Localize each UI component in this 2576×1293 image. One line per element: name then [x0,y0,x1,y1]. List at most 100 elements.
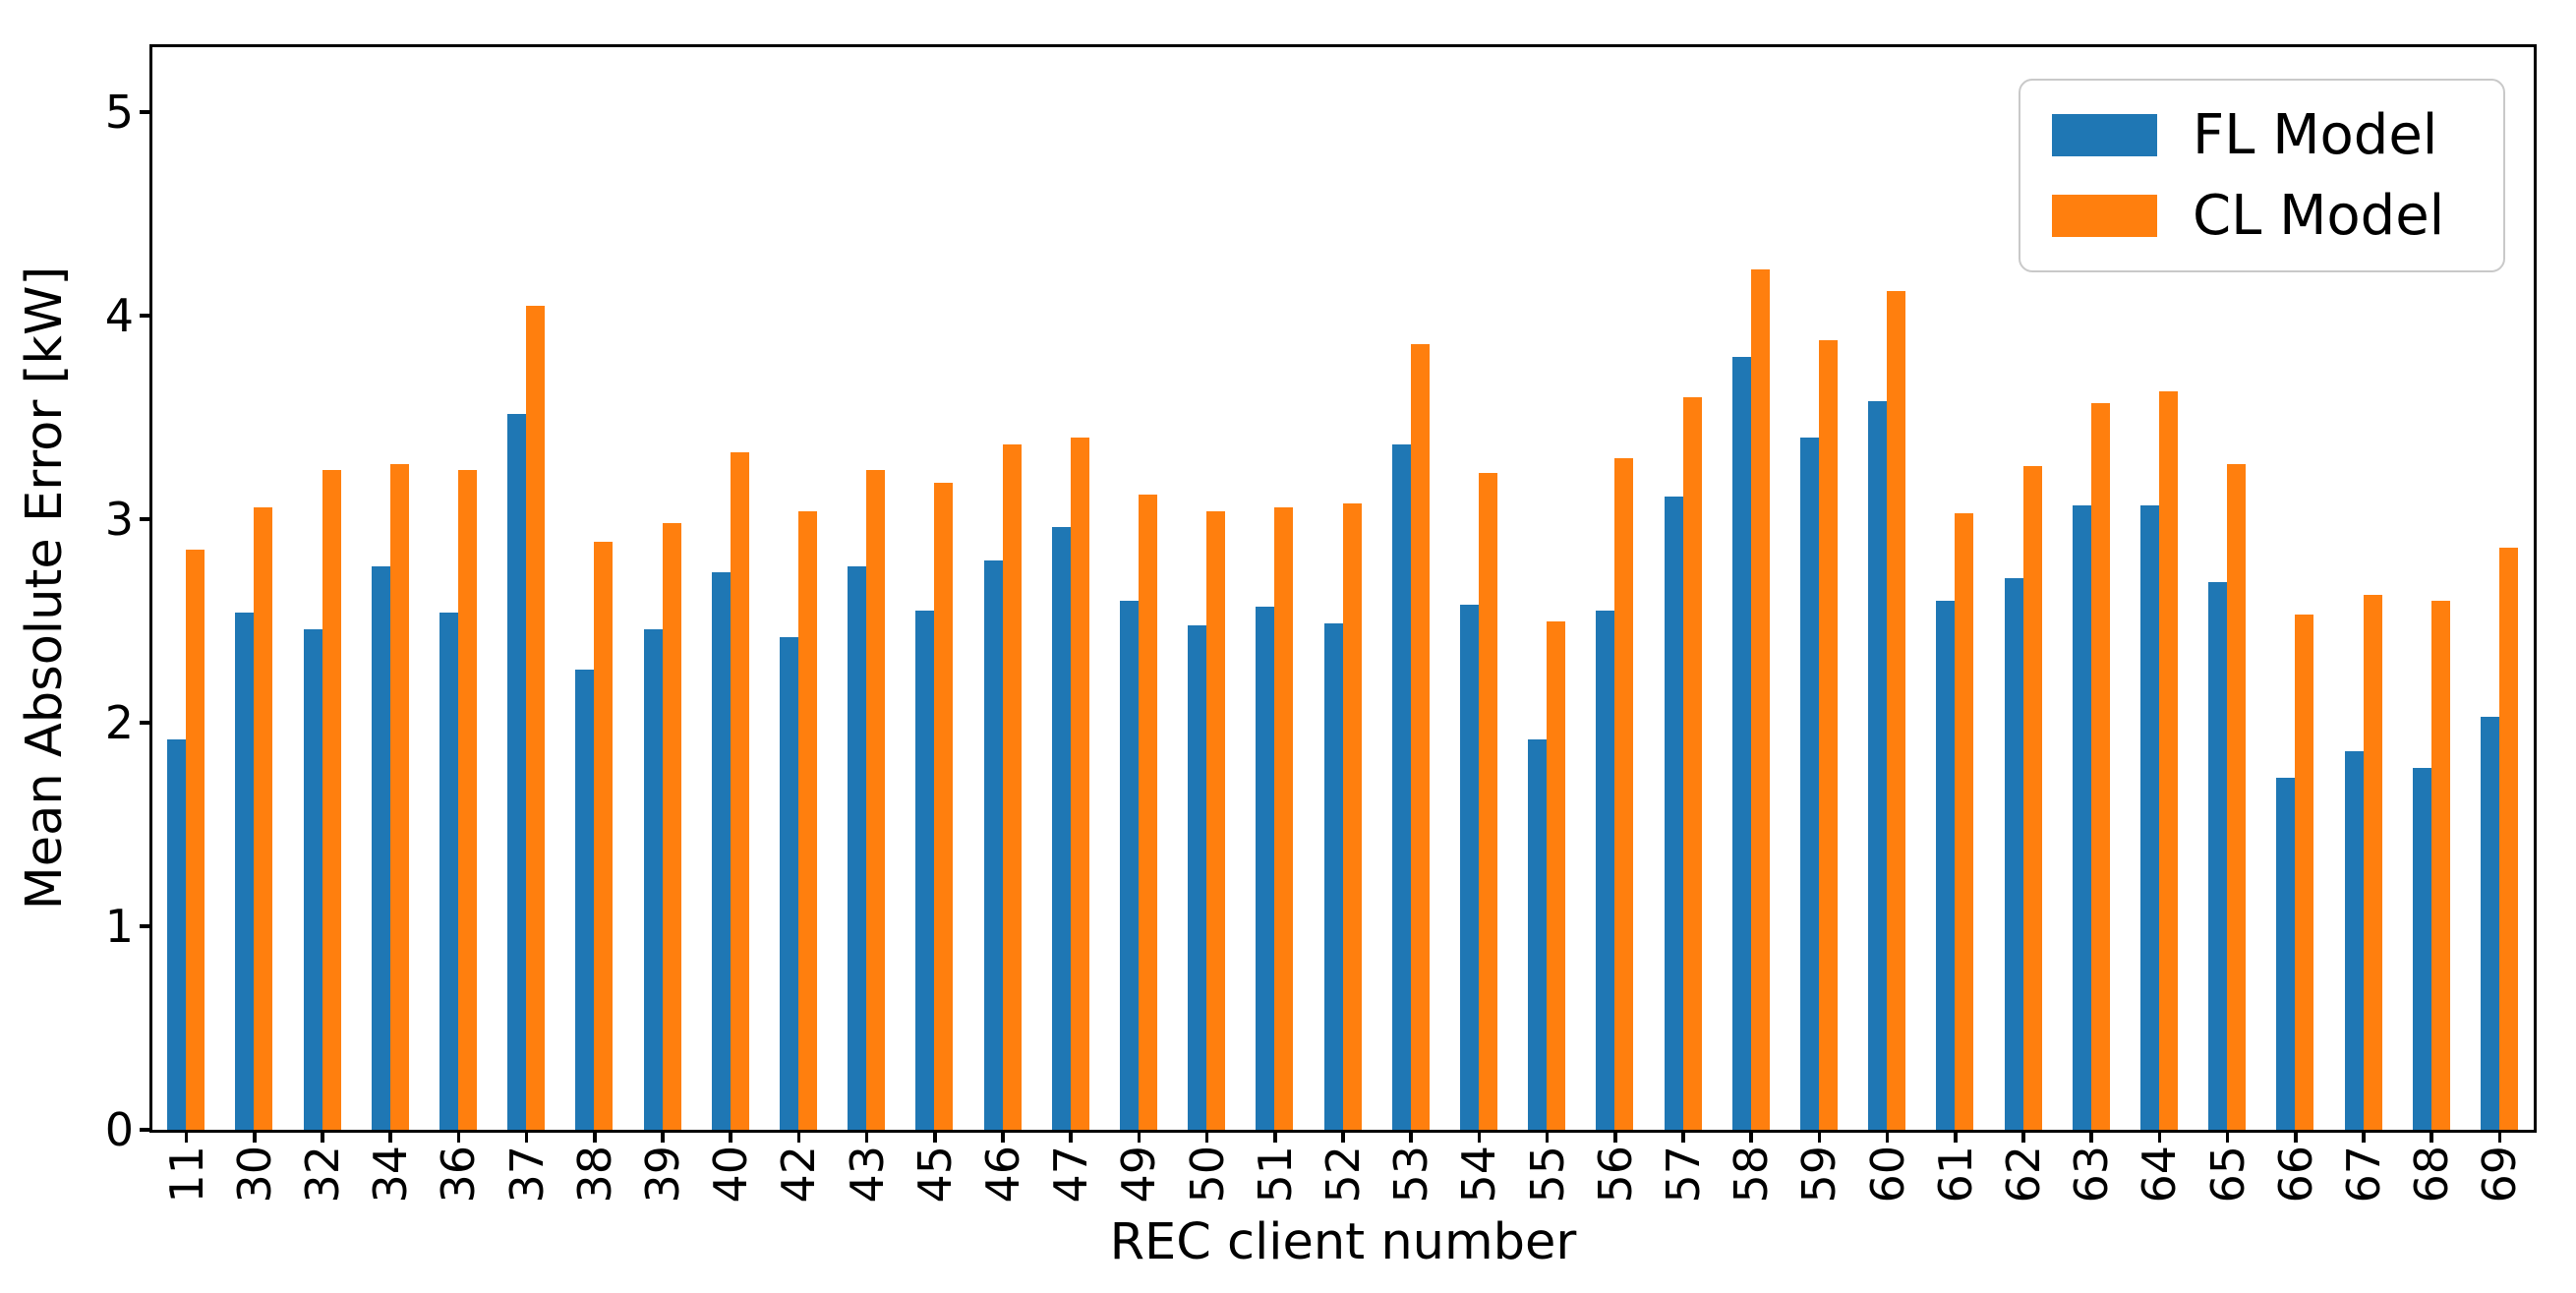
x-tick [1477,1130,1482,1143]
bar-cl-model [797,510,817,1130]
y-tick [140,721,152,725]
bar-cl-model [1955,512,1974,1130]
x-tick-label: 40 [704,1146,758,1204]
x-tick-label: 68 [2405,1146,2459,1204]
x-tick [1001,1130,1005,1143]
bar-fl-model [2139,504,2159,1130]
bar-fl-model [1256,607,1275,1130]
bar-cl-model [457,470,477,1130]
bar-cl-model [2363,594,2382,1130]
bar-fl-model [575,670,595,1130]
bar-fl-model [711,571,731,1130]
bar-cl-model [1274,506,1294,1130]
bar-cl-model [186,550,205,1130]
x-tick [1749,1130,1753,1143]
bar-cl-model [389,464,409,1130]
x-tick [2430,1130,2433,1143]
x-tick-label: 43 [840,1146,894,1204]
x-tick [321,1130,324,1143]
x-tick-label: 47 [1044,1146,1098,1204]
bar-fl-model [1459,605,1479,1130]
x-tick [1885,1130,1890,1143]
x-tick [1545,1130,1550,1143]
y-tick [140,314,152,318]
x-tick-label: 53 [1384,1146,1438,1204]
y-tick-label: 5 [104,86,134,140]
x-tick-label: 61 [1928,1146,1982,1204]
bar-fl-model [2412,767,2431,1130]
x-tick [1409,1130,1413,1143]
bar-fl-model [235,613,255,1130]
x-tick-label: 65 [2200,1146,2254,1204]
x-tick-label: 59 [1792,1146,1846,1204]
x-tick [864,1130,869,1143]
x-tick [2362,1130,2366,1143]
fl-model-swatch [2052,114,2157,156]
y-tick-label: 2 [104,696,134,750]
bar-fl-model [167,738,187,1130]
bar-fl-model [1051,527,1071,1130]
x-tick [1341,1130,1345,1143]
y-tick [140,110,152,114]
bar-cl-model [2295,615,2314,1130]
x-tick-label: 64 [2133,1146,2187,1204]
y-tick-label: 1 [104,900,134,954]
x-tick [729,1130,732,1143]
bar-fl-model [1528,738,1548,1130]
bar-fl-model [1188,624,1207,1130]
x-tick-label: 42 [772,1146,826,1204]
bar-cl-model [254,506,273,1130]
bar-cl-model [1614,458,1634,1130]
bar-fl-model [779,637,798,1130]
plot-area [152,47,2534,1130]
x-tick [2021,1130,2025,1143]
y-tick [140,1128,152,1132]
x-tick [253,1130,257,1143]
bar-fl-model [983,559,1003,1130]
bar-fl-model [439,613,458,1130]
x-tick [933,1130,937,1143]
bar-cl-model [934,482,954,1130]
bar-fl-model [1731,356,1751,1130]
bar-cl-model [594,541,614,1130]
x-tick [2294,1130,2298,1143]
x-tick [184,1130,189,1143]
x-tick-label: 66 [2268,1146,2322,1204]
x-tick [2225,1130,2230,1143]
bar-fl-model [2480,716,2499,1130]
x-tick [1681,1130,1685,1143]
x-tick-label: 58 [1725,1146,1779,1204]
bar-fl-model [1596,611,1615,1130]
bar-fl-model [1664,497,1683,1130]
bar-fl-model [2072,504,2091,1130]
x-tick [661,1130,665,1143]
x-tick [388,1130,392,1143]
bar-cl-model [1818,340,1838,1130]
x-tick-label: 57 [1657,1146,1710,1204]
x-tick-label: 69 [2473,1146,2527,1204]
legend-label-fl: FL Model [2193,102,2438,167]
bar-fl-model [1323,622,1343,1130]
bar-fl-model [848,565,867,1130]
x-tick-label: 50 [1180,1146,1234,1204]
bar-fl-model [2208,582,2228,1130]
bar-cl-model [1138,495,1157,1130]
x-tick [1613,1130,1617,1143]
bar-cl-model [2430,600,2450,1130]
x-tick-label: 49 [1112,1146,1166,1204]
x-tick-label: 52 [1317,1146,1370,1204]
x-tick [2497,1130,2502,1143]
x-tick-label: 56 [1588,1146,1642,1204]
x-tick-label: 54 [1452,1146,1506,1204]
bar-cl-model [2022,466,2042,1130]
y-tick [140,517,152,521]
x-tick-label: 55 [1520,1146,1574,1204]
bar-fl-model [643,628,663,1130]
x-tick-label: 30 [227,1146,281,1204]
bar-cl-model [1342,502,1362,1130]
x-tick-label: 45 [907,1146,962,1204]
bar-cl-model [1887,291,1906,1130]
x-tick [1273,1130,1277,1143]
x-tick [2157,1130,2162,1143]
